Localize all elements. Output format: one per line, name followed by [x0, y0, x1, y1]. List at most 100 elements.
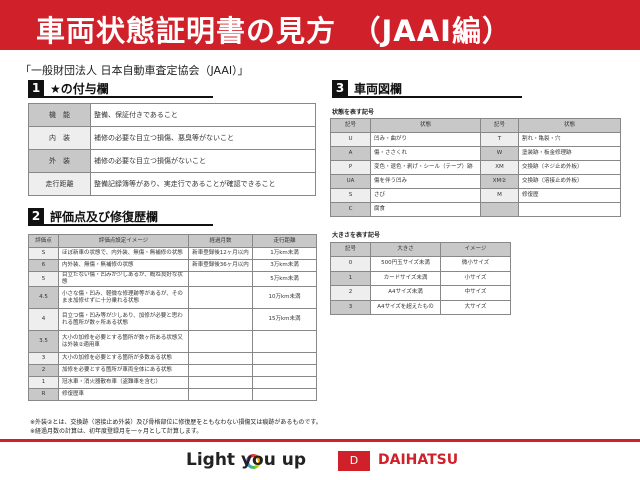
table-cell: 凹み・曲がり [370, 132, 481, 147]
table-cell: 新車登録後36ヶ月以内 [188, 259, 253, 272]
rainbow-ring-icon [246, 454, 261, 469]
table-cell: A [330, 146, 371, 161]
table-cell [188, 364, 253, 377]
table-row: S さび M 修復歴 [330, 188, 621, 203]
organization-name: 「一般財団法人 日本自動車査定協会（JAAI）」 [20, 64, 249, 77]
table-cell [188, 286, 253, 309]
page-title: 車両状態証明書の見方 （JAAI編） [0, 0, 640, 50]
section2-header: 2 評価点及び修復歴欄 [28, 208, 213, 226]
size-symbols-label: 大きさを表す記号 [332, 232, 381, 239]
table-cell: 500円玉サイズ未満 [370, 256, 441, 272]
size-symbols-table: 記号 大きさ イメージ 0 500円玉サイズ未満 微小サイズ 1 カードサイズ未満 小サイズ 2 A… [330, 242, 511, 315]
column-header: 記号 [480, 118, 519, 133]
divider-line [0, 439, 640, 442]
row-label: 機 能 [28, 103, 91, 127]
table-row: 2 加修を必要とする箇所が車両全体にある状態 [28, 364, 317, 377]
table-cell: 3 [330, 299, 371, 315]
column-header: 経過月数 [188, 234, 253, 248]
column-header: 評価点 [28, 234, 59, 248]
table-cell: 10万km未満 [252, 286, 317, 309]
table-cell [518, 202, 621, 217]
header-row: 記号 大きさ イメージ [330, 242, 511, 257]
table-cell: 大小の加修を必要とする箇所が数ヶ所ある状態又は外装②適用車 [58, 330, 189, 353]
table-cell: 0 [330, 256, 371, 272]
section3-header: 3 車両図欄 [332, 80, 522, 98]
table-cell: 中サイズ [440, 285, 511, 301]
table-cell: カードサイズ未満 [370, 270, 441, 286]
table-row: 0 500円玉サイズ未満 微小サイズ [330, 256, 511, 272]
brand-name: DAIHATSU [378, 452, 459, 468]
table-row: 外 装補修の必要な目立つ損傷がないこと [28, 149, 316, 173]
row-value: 整備記録簿等があり、実走行であることが確認できること [90, 172, 316, 196]
table-cell: A4サイズを超えたもの [370, 299, 441, 315]
table-cell: 加修を必要とする箇所が車両全体にある状態 [58, 364, 189, 377]
row-value: 整備、保証付きであること [90, 103, 316, 127]
table-cell: 3.5 [28, 330, 59, 353]
table-row: A 傷・ささくれ W 塗装跡・板金修理跡 [330, 146, 621, 161]
table-cell: R [28, 388, 59, 401]
table-cell: さび [370, 188, 481, 203]
column-header: 評価点設定イメージ [58, 234, 189, 248]
table-cell: 1万km未満 [252, 247, 317, 260]
table-cell: 割れ・亀裂・穴 [518, 132, 621, 147]
table-row: 1 カードサイズ未満 小サイズ [330, 270, 511, 286]
table-cell: 目立つ傷・凹み等が少しあり、加修が必要と思われる箇所が数ヶ所ある状態 [58, 308, 189, 331]
table-cell: C [330, 202, 371, 217]
header-row: 記号 状態 記号 状態 [330, 118, 621, 133]
table-cell: 傷・ささくれ [370, 146, 481, 161]
table-cell [188, 352, 253, 365]
table-cell [188, 388, 253, 401]
table-row: 内 装補修の必要な目立つ損傷、悪臭等がないこと [28, 126, 316, 150]
section1-header: 1 ★の付与欄 [28, 80, 213, 98]
table-row: 1 冠水車・消火器散布車（盗難車を含む） [28, 376, 317, 389]
state-symbols-table: 記号 状態 記号 状態 U 凹み・曲がり T 割れ・亀裂・穴 A 傷・ささくれ W 塗装跡・板金修理跡… [330, 118, 621, 217]
table-cell: 6 [28, 259, 59, 272]
table-cell: 2 [330, 285, 371, 301]
table-cell: 大小の加修を必要とする箇所が多数ある状態 [58, 352, 189, 365]
table-cell [188, 376, 253, 389]
table-cell: M [480, 188, 519, 203]
footnotes: ※外装②とは、交換跡（溶接止め外装）及び骨格部位に修復歴をともなわない損傷又は痕… [30, 419, 322, 435]
table-cell: S [28, 247, 59, 260]
table-cell: 5万km未満 [252, 271, 317, 287]
daihatsu-logo-icon: D [338, 451, 370, 471]
table-cell: S [330, 188, 371, 203]
table-cell [188, 308, 253, 331]
table-cell: 5 [28, 271, 59, 287]
table-row: 6 内外装、無傷・無補修の状態 新車登録後36ヶ月以内 3万km未満 [28, 259, 317, 272]
table-cell [252, 352, 317, 365]
row-value: 補修の必要な目立つ損傷がないこと [90, 149, 316, 173]
table-cell: 4.5 [28, 286, 59, 309]
table-row: 4 目立つ傷・凹み等が少しあり、加修が必要と思われる箇所が数ヶ所ある状態 15万km… [28, 308, 317, 331]
table-cell: 大サイズ [440, 299, 511, 315]
row-label: 走行距離 [28, 172, 91, 196]
table-cell: 交換跡（溶接止め外板） [518, 174, 621, 189]
state-symbols-label: 状態を表す記号 [332, 109, 375, 116]
table-row: 3 大小の加修を必要とする箇所が多数ある状態 [28, 352, 317, 365]
table-cell: 小サイズ [440, 270, 511, 286]
column-header: 大きさ [370, 242, 441, 257]
row-value: 補修の必要な目立つ損傷、悪臭等がないこと [90, 126, 316, 150]
table-cell: A4サイズ未満 [370, 285, 441, 301]
table-cell: 3万km未満 [252, 259, 317, 272]
table-cell: 変色・退色・剥げ・シール（テープ）跡 [370, 160, 481, 175]
column-header: イメージ [440, 242, 511, 257]
table-cell: 微小サイズ [440, 256, 511, 272]
table-cell: XM [480, 160, 519, 175]
table-row: R 修復歴車 [28, 388, 317, 401]
table-cell: 2 [28, 364, 59, 377]
table-cell: 1 [28, 376, 59, 389]
table-cell: XM② [480, 174, 519, 189]
table-row: 走行距離 整備記録簿等があり、実走行であることが確認できること [28, 172, 316, 196]
row-label: 外 装 [28, 149, 91, 173]
table-cell: 塗装跡・板金修理跡 [518, 146, 621, 161]
column-header: 記号 [330, 242, 371, 257]
table-cell: W [480, 146, 519, 161]
column-header: 記号 [330, 118, 371, 133]
table-cell: 15万km未満 [252, 308, 317, 331]
table-cell [252, 376, 317, 389]
table-cell: ほぼ新車の状態で、内外装、無傷・無補修の状態 [58, 247, 189, 260]
table-cell: 修復歴 [518, 188, 621, 203]
table-cell: 4 [28, 308, 59, 331]
table-row: 3.5 大小の加修を必要とする箇所が数ヶ所ある状態又は外装②適用車 [28, 330, 317, 353]
